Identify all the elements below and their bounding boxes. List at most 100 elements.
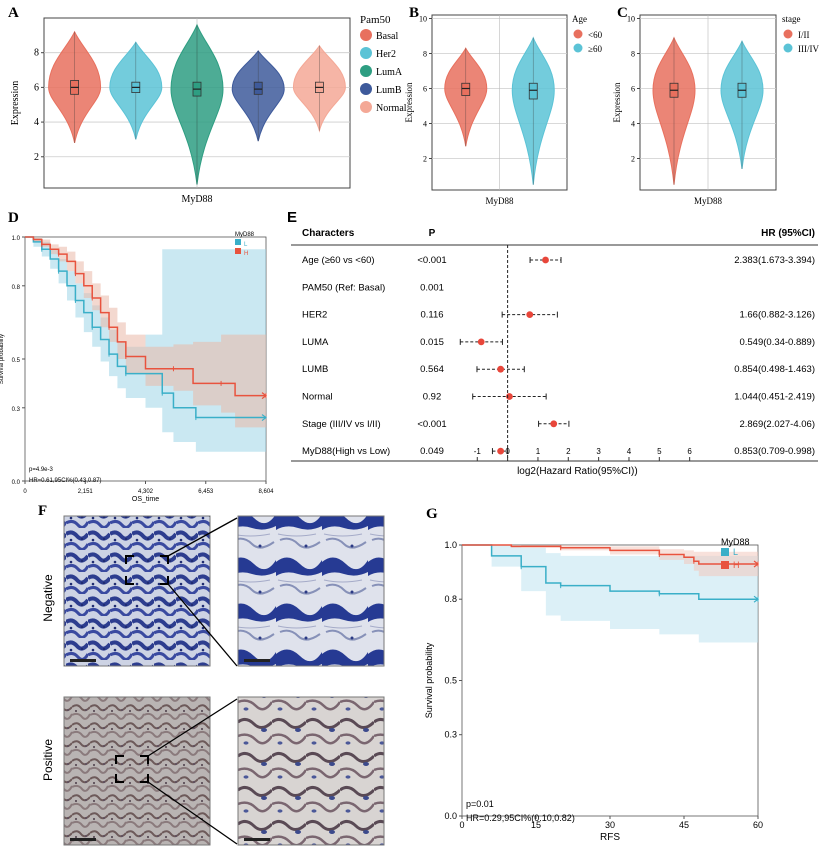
curve-end-arrow (753, 560, 759, 568)
y-tick-label: 6 (631, 85, 635, 94)
x-tick-label: 0 (459, 820, 464, 830)
row-p-value: <0.001 (417, 255, 446, 266)
y-tick-label: 0.5 (12, 358, 21, 364)
scale-bar (70, 659, 96, 662)
hr-point (497, 365, 505, 373)
x-tick-label: 8,604 (258, 489, 274, 495)
y-axis-label: Survival probability (0, 334, 5, 384)
row-p-value: 0.001 (420, 282, 444, 293)
y-axis-label: Expression (612, 82, 622, 122)
y-tick-label: 0.8 (444, 594, 457, 604)
row-hr-value: 2.869(2.027-4.06) (739, 419, 815, 430)
row-p-value: 0.116 (420, 310, 443, 321)
y-tick-label: 0.0 (12, 480, 21, 486)
x-tick-label: -1 (474, 447, 482, 456)
curve-end-arrow (753, 595, 759, 603)
x-tick-label: 3 (596, 447, 601, 456)
legend-label: LumB (376, 85, 402, 96)
col-header-hr: HR (95%CI) (761, 228, 815, 239)
panel-label-c: C (617, 5, 628, 21)
legend-swatch (360, 101, 372, 113)
legend-title: stage (782, 14, 801, 24)
label-positive: Positive (41, 739, 55, 781)
row-hr-value: 0.854(0.498-1.463) (734, 364, 815, 375)
row-label: Normal (302, 392, 333, 403)
y-tick-label: 6 (34, 82, 39, 93)
curve-end-arrow (261, 392, 267, 400)
row-label: Age (≥60 vs <60) (302, 255, 375, 266)
legend-swatch (235, 239, 241, 245)
row-p-value: <0.001 (417, 419, 446, 430)
y-tick-label: 1.0 (444, 540, 457, 550)
forest-plot: Characters P HR (95%CI) Age (≥60 vs <60) <0.… (291, 228, 818, 477)
legend-swatch (573, 29, 583, 39)
hr-point (550, 420, 558, 428)
y-tick-label: 0.5 (444, 676, 457, 686)
legend-title: MyD88 (721, 537, 750, 547)
x-tick-label: 0 (23, 489, 27, 495)
legend-label: L (244, 242, 248, 248)
legend-title: Pam50 (360, 14, 391, 26)
row-label: LUMA (302, 337, 329, 348)
hr-point (526, 311, 534, 318)
box (253, 81, 263, 95)
y-tick-label: 10 (419, 15, 427, 24)
x-axis-label: MyD88 (485, 196, 514, 206)
label-negative: Negative (41, 574, 55, 622)
legend-swatch (360, 65, 372, 77)
zoom-lines-positive (147, 698, 238, 845)
ihc-positive-overview (63, 696, 211, 846)
violin-plot-stage: 2 4 6 8 10 MyD88 Expression stage I/II III/IV (612, 14, 819, 206)
scale-bar (70, 838, 96, 841)
legend-label: L (733, 547, 738, 557)
x-tick-label: 6 (687, 447, 692, 456)
legend-swatch (360, 29, 372, 41)
row-p-value: 0.564 (420, 364, 444, 375)
legend-swatch (360, 83, 372, 95)
legend-title: Age (572, 14, 587, 24)
row-hr-value: 1.66(0.882-3.126) (739, 310, 815, 321)
row-hr-value: 0.549(0.34-0.889) (739, 337, 815, 348)
row-label: MyD88(High vs Low) (302, 446, 390, 457)
km-plot-overall-survival: 0.0 0.3 0.5 0.8 1.0 0 2,151 4,302 6,453 8,604 OS_t… (0, 232, 274, 503)
legend-label: H (244, 251, 248, 257)
legend-label: LumA (376, 67, 403, 78)
legend-swatch (721, 561, 729, 569)
row-label: LUMB (302, 364, 328, 375)
panel-label-d: D (8, 210, 19, 226)
y-tick-label: 8 (34, 48, 39, 59)
panel-label-f: F (38, 503, 47, 519)
x-tick-label: 6,453 (198, 489, 214, 495)
panel-label-g: G (426, 506, 438, 522)
scale-bar (244, 659, 270, 662)
row-hr-value: 0.853(0.709-0.998) (734, 446, 815, 457)
x-tick-label: 0 (505, 447, 510, 456)
ci-band-h (462, 545, 758, 577)
row-label: Stage (III/IV vs I/II) (302, 419, 381, 430)
x-tick-label: 2 (566, 447, 571, 456)
panel-label-e: E (287, 209, 297, 226)
box (461, 82, 471, 96)
legend-label: Her2 (376, 49, 396, 60)
y-tick-label: 4 (423, 120, 427, 129)
y-tick-label: 4 (631, 120, 635, 129)
row-p-value: 0.049 (420, 446, 444, 457)
stat-annotation: HR=0.61,95CI%(0.43,0.87) (29, 478, 102, 484)
stat-annotation: p=0.01 (466, 799, 494, 809)
legend-label: III/IV (798, 44, 819, 54)
y-axis-label: Expression (404, 82, 414, 122)
legend-swatch (721, 548, 729, 556)
y-tick-label: 4 (34, 117, 39, 128)
col-header-characters: Characters (302, 228, 355, 239)
x-tick-label: 4,302 (138, 489, 154, 495)
row-p-value: 0.015 (420, 337, 444, 348)
x-tick-label: 45 (679, 820, 689, 830)
box (528, 82, 538, 100)
x-axis-label: MyD88 (181, 194, 212, 205)
panel-label-b: B (409, 5, 419, 21)
hr-point (497, 447, 505, 455)
y-tick-label: 0.0 (444, 811, 457, 821)
x-axis-label: MyD88 (694, 196, 723, 206)
col-header-p: P (429, 228, 436, 239)
y-tick-label: 1.0 (12, 236, 21, 242)
